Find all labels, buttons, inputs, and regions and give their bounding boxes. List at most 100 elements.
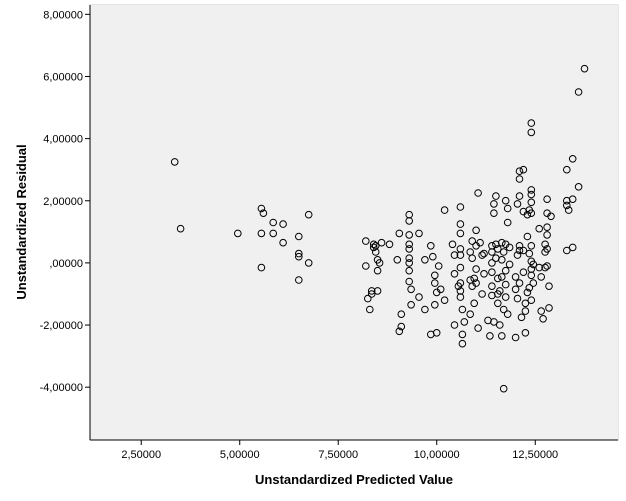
data-point bbox=[450, 270, 459, 278]
data-point bbox=[405, 231, 414, 239]
y-tick-label: -4,00000 bbox=[40, 382, 83, 394]
data-point bbox=[564, 206, 573, 214]
data-point bbox=[494, 299, 502, 308]
x-tick-label: 10,00000 bbox=[414, 449, 460, 461]
data-point bbox=[543, 245, 551, 253]
data-point bbox=[492, 192, 500, 200]
data-point bbox=[366, 305, 374, 314]
data-point bbox=[373, 287, 382, 295]
data-point bbox=[541, 263, 549, 272]
data-point bbox=[488, 282, 496, 291]
data-point bbox=[535, 263, 544, 272]
data-point bbox=[496, 321, 504, 329]
data-point bbox=[405, 217, 414, 225]
data-point bbox=[574, 88, 583, 96]
data-point bbox=[458, 305, 467, 314]
data-point bbox=[429, 252, 437, 261]
data-point bbox=[527, 119, 536, 127]
data-point bbox=[468, 237, 477, 245]
data-point bbox=[456, 251, 465, 259]
data-point bbox=[515, 192, 524, 200]
data-point bbox=[527, 198, 536, 207]
data-point bbox=[371, 248, 380, 256]
data-point bbox=[440, 296, 449, 305]
data-point bbox=[397, 310, 406, 319]
data-point bbox=[499, 384, 508, 393]
data-point bbox=[407, 285, 415, 294]
data-point bbox=[529, 279, 538, 287]
data-point bbox=[367, 290, 376, 298]
y-tick-label: -2,00000 bbox=[40, 320, 83, 332]
data-point bbox=[501, 196, 510, 205]
data-point bbox=[456, 263, 465, 272]
data-point bbox=[450, 251, 459, 259]
data-point bbox=[527, 271, 536, 280]
data-point bbox=[395, 229, 404, 238]
data-point bbox=[405, 266, 414, 275]
data-point bbox=[478, 290, 486, 298]
data-point bbox=[176, 224, 185, 233]
data-point bbox=[547, 212, 555, 221]
y-tick-label: 2,00000 bbox=[43, 196, 83, 208]
data-point bbox=[543, 223, 551, 231]
data-point bbox=[529, 260, 538, 269]
data-point bbox=[474, 324, 482, 332]
data-point bbox=[362, 237, 370, 245]
data-point bbox=[543, 262, 551, 270]
data-point bbox=[257, 263, 266, 272]
data-point bbox=[496, 287, 504, 295]
data-point bbox=[279, 220, 287, 228]
plot-area bbox=[90, 5, 618, 440]
data-point bbox=[490, 318, 498, 326]
x-axis-ticks: 2,50000 5,00000 7,50000 10,00000 12,50000 bbox=[121, 440, 558, 461]
data-point bbox=[466, 310, 475, 319]
data-point bbox=[480, 270, 488, 278]
data-point bbox=[458, 330, 467, 339]
data-point bbox=[537, 273, 546, 281]
data-point bbox=[421, 305, 429, 314]
data-point bbox=[295, 232, 303, 241]
data-point bbox=[405, 259, 414, 267]
data-point bbox=[490, 200, 498, 208]
data-point bbox=[486, 332, 494, 340]
data-point bbox=[515, 167, 524, 175]
data-point bbox=[563, 246, 571, 255]
data-point bbox=[545, 282, 553, 291]
data-point bbox=[397, 322, 406, 331]
data-point bbox=[257, 204, 266, 213]
data-point bbox=[523, 210, 532, 219]
data-point bbox=[367, 287, 376, 295]
data-point bbox=[503, 218, 512, 227]
data-point bbox=[415, 229, 423, 238]
data-point bbox=[431, 301, 439, 309]
data-point bbox=[574, 183, 583, 191]
data-point bbox=[527, 242, 536, 250]
data-point bbox=[470, 274, 479, 283]
y-axis-ticks: -4,00000 -2,00000 ,00000 2,00000 4,00000 6,00… bbox=[40, 9, 90, 394]
data-point bbox=[511, 273, 520, 281]
data-point bbox=[543, 231, 551, 239]
data-point bbox=[537, 307, 546, 315]
data-point bbox=[448, 240, 457, 249]
data-point bbox=[304, 210, 313, 219]
data-point bbox=[431, 271, 439, 280]
data-point bbox=[170, 158, 179, 166]
data-point bbox=[521, 299, 530, 308]
data-point bbox=[405, 240, 414, 249]
data-point bbox=[527, 209, 536, 217]
data-point bbox=[513, 251, 522, 259]
data-point bbox=[511, 285, 520, 294]
data-point bbox=[385, 240, 394, 249]
y-tick-label: 8,00000 bbox=[43, 9, 83, 21]
data-point bbox=[527, 296, 536, 305]
data-point bbox=[395, 327, 404, 336]
data-point bbox=[539, 315, 547, 323]
data-point bbox=[405, 277, 414, 286]
data-point bbox=[456, 220, 465, 228]
y-tick-label: ,00000 bbox=[49, 258, 83, 270]
data-point bbox=[478, 251, 486, 259]
data-point bbox=[369, 240, 378, 249]
data-point bbox=[375, 259, 384, 267]
data-point bbox=[427, 242, 435, 250]
